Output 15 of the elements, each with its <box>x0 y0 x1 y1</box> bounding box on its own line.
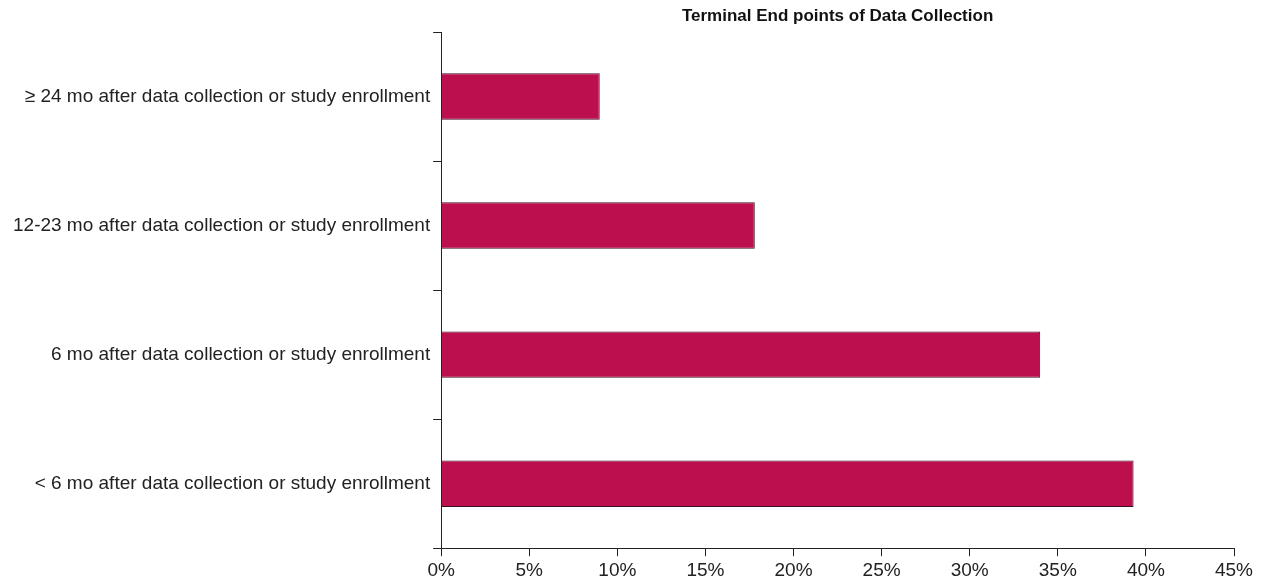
x-tick-label: 5% <box>515 558 544 580</box>
x-tick-label: 40% <box>1126 558 1166 580</box>
chart-title: Terminal End points of Data Collection <box>681 6 994 26</box>
y-tick-label: ≥ 24 mo after data collection or study enrollment <box>24 84 431 106</box>
x-tick-label: 45% <box>1214 558 1254 580</box>
x-tick-label: 30% <box>950 558 989 580</box>
x-tick-label: 15% <box>686 558 725 580</box>
y-tick-label: 12-23 mo after data collection or study enrollment <box>12 213 431 235</box>
y-tick-label: < 6 mo after data collection or study enrollment <box>34 471 431 493</box>
x-tick-label: 0% <box>427 558 455 580</box>
x-tick-label: 20% <box>774 558 813 580</box>
x-tick-label: 10% <box>598 558 637 580</box>
y-tick-label: 6 mo after data collection or study enrollment <box>51 342 431 364</box>
x-tick-label: 25% <box>862 558 901 580</box>
x-tick-label: 35% <box>1038 558 1077 580</box>
